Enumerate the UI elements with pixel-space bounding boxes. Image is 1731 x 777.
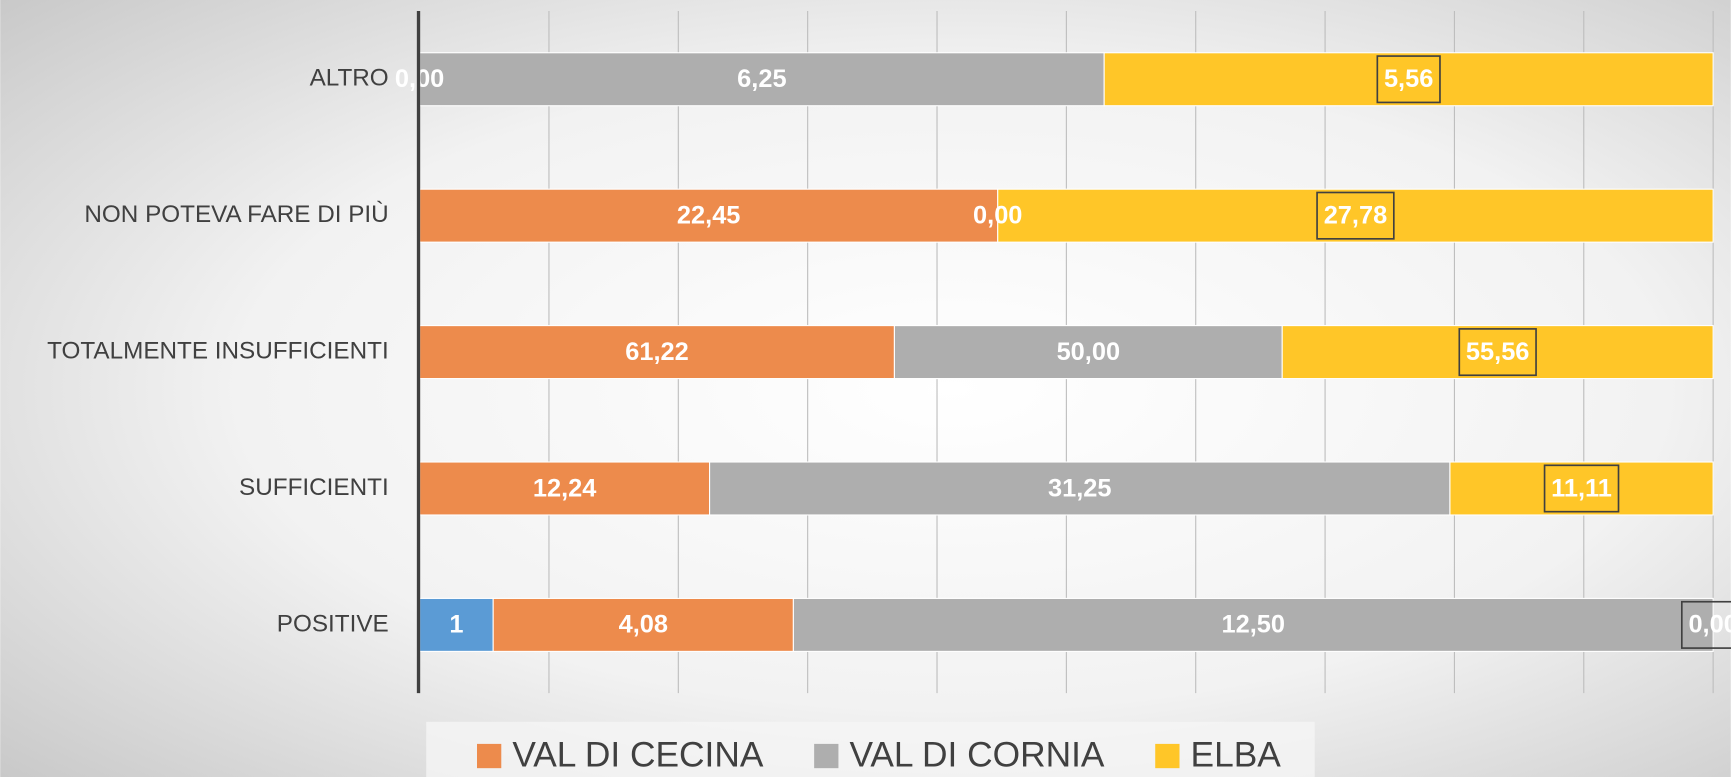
bar-segment — [1103, 52, 1714, 107]
bar-segment — [1281, 325, 1714, 380]
value-label-box — [1376, 55, 1441, 104]
bar-segment — [893, 325, 1283, 380]
legend-swatch — [814, 743, 839, 769]
legend-label: ELBA — [1191, 735, 1282, 774]
value-label: 22,45 — [677, 201, 741, 229]
value-label-box — [1680, 600, 1731, 649]
value-label: 50,00 — [1057, 338, 1121, 366]
bar-segment — [792, 597, 1714, 652]
category-label: SUFFICIENTI — [239, 474, 389, 501]
value-label: 12,24 — [533, 474, 597, 502]
category-label: NON POTEVA FARE DI PIÙ — [84, 201, 388, 228]
legend-label: VAL DI CORNIA — [849, 735, 1104, 774]
bar-segment — [419, 461, 711, 516]
value-label-box — [1543, 464, 1620, 513]
legend-label: VAL DI CECINA — [512, 735, 764, 774]
value-label: 11,11 — [1551, 474, 1612, 502]
bar-segment — [709, 461, 1451, 516]
value-label: 61,22 — [625, 338, 689, 366]
value-label: 55,56 — [1466, 338, 1529, 366]
legend-swatch — [477, 743, 502, 769]
category-label: TOTALMENTE INSUFFICIENTI — [47, 337, 389, 364]
bar-segment — [419, 597, 494, 652]
value-label: 0,00 — [973, 201, 1022, 229]
value-label: 0,00 — [1688, 611, 1731, 639]
category-label: ALTRO — [310, 65, 389, 92]
value-label-box — [1458, 328, 1537, 377]
category-label: POSITIVE — [277, 610, 389, 637]
value-label: 31,25 — [1048, 474, 1112, 502]
bar-segment — [419, 325, 895, 380]
value-label: 6,25 — [737, 65, 786, 93]
bar-segment — [492, 597, 794, 652]
value-label: 1 — [449, 611, 463, 639]
value-label: 12,50 — [1222, 611, 1285, 639]
legend-swatch — [1155, 743, 1180, 769]
value-label: 5,56 — [1384, 65, 1433, 93]
value-label: 4,08 — [619, 611, 668, 639]
bar-segment — [1449, 461, 1714, 516]
value-label-box — [1316, 191, 1395, 240]
bar-segment — [997, 188, 1714, 243]
bar-segment — [419, 188, 999, 243]
value-label: 27,78 — [1324, 201, 1388, 229]
